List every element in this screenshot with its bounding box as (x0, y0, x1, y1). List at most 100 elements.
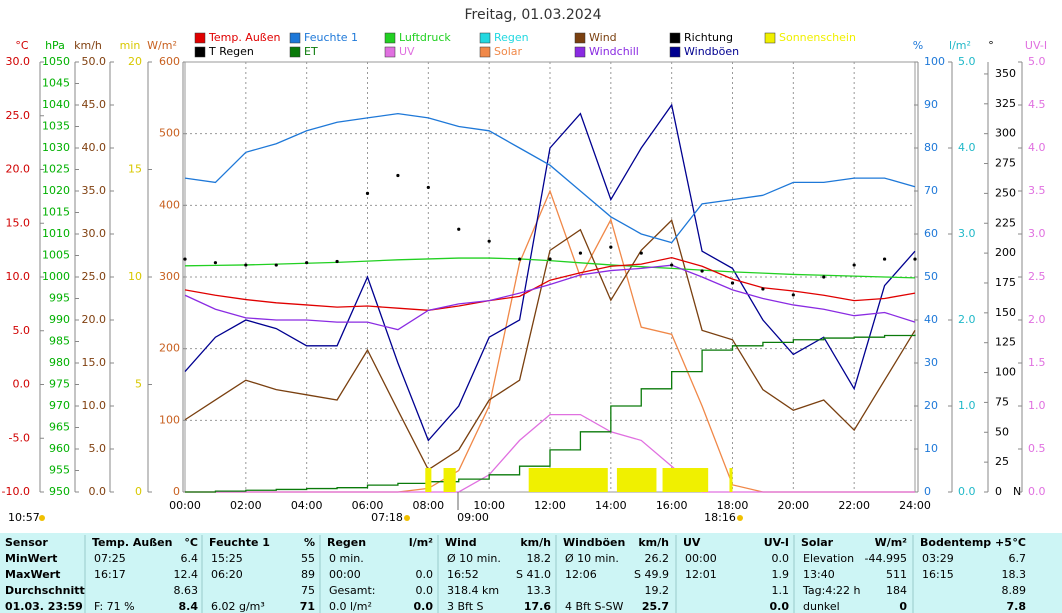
y-tick-label: 5.0 (89, 442, 107, 455)
x-tick-label: 00:00 (169, 499, 201, 512)
table-header: W/m² (875, 536, 908, 549)
table-cell: 4 Bft S-SW (565, 600, 623, 613)
y-tick-label: 25 (995, 455, 1009, 468)
y-tick-label: 1005 (42, 249, 70, 262)
y-tick-label: 200 (995, 246, 1016, 259)
y-tick-label: 30 (924, 356, 938, 369)
table-cell: 1.9 (772, 568, 790, 581)
y-tick-label: 0.5 (1028, 442, 1046, 455)
table-cell: 12:06 (565, 568, 597, 581)
table-header: Temp. Außen (92, 536, 172, 549)
table-header: UV (683, 536, 701, 549)
x-tick-label: 04:00 (291, 499, 323, 512)
table-background (0, 533, 1062, 613)
y-tick-label: 2.5 (1028, 270, 1046, 283)
y-tick-label: 100 (995, 366, 1016, 379)
direction-dot (700, 269, 704, 273)
x-tick-label: 20:00 (777, 499, 809, 512)
y-tick-label: 300 (159, 270, 180, 283)
table-cell: 6.4 (181, 552, 199, 565)
legend-label: ET (304, 45, 318, 58)
y-tick-label: 400 (159, 198, 180, 211)
y-tick-label: 600 (159, 55, 180, 68)
y-tick-label: 20.0 (82, 313, 107, 326)
table-cell: 13:40 (803, 568, 835, 581)
y-tick-label: 960 (49, 442, 70, 455)
y-tick-label: 1.0 (958, 399, 976, 412)
y-tick-label: 10.0 (82, 399, 107, 412)
table-header: °C (184, 536, 198, 549)
table-cell: S 41.0 (516, 568, 551, 581)
table-cell: Ø 10 min. (447, 552, 501, 565)
legend-swatch (289, 46, 301, 58)
y-tick-label: 60 (924, 227, 938, 240)
y-tick-label: 1050 (42, 55, 70, 68)
table-cell: 7.8 (1007, 600, 1027, 613)
direction-dot (244, 263, 248, 267)
direction-dot (791, 293, 795, 297)
table-cell: 18.3 (1002, 568, 1027, 581)
table-header: °C (1012, 536, 1026, 549)
y-tick-label: 1010 (42, 227, 70, 240)
y-tick-label: 970 (49, 399, 70, 412)
y-tick-label: 1040 (42, 98, 70, 111)
y-tick-label: 0.0 (89, 485, 107, 498)
y-tick-label: 30.0 (6, 55, 31, 68)
direction-dot (183, 257, 187, 261)
y-tick-label: 150 (995, 306, 1016, 319)
table-cell: 15:25 (211, 552, 243, 565)
table-cell: Ø 10 min. (565, 552, 619, 565)
table-cell: MaxWert (5, 568, 60, 581)
direction-dot (852, 263, 856, 267)
y-tick-label: 0.0 (958, 485, 976, 498)
table-cell: 0 (899, 600, 907, 613)
y-tick-label: 30.0 (82, 227, 107, 240)
table-cell: 17.6 (524, 600, 551, 613)
y-tick-label: 1030 (42, 141, 70, 154)
y-tick-label: 1025 (42, 163, 70, 176)
x-tick-label: 08:00 (412, 499, 444, 512)
direction-dot (305, 261, 309, 265)
table-cell: 03:29 (922, 552, 954, 565)
table-cell: 71 (300, 600, 315, 613)
y-tick-label: 15.0 (82, 356, 107, 369)
table-cell: 6.02 g/m³ (211, 600, 265, 613)
y-tick-label: 15 (128, 163, 142, 176)
y-tick-label: 2.0 (1028, 313, 1046, 326)
y-tick-label: 125 (995, 336, 1016, 349)
y-tick-label: 75 (995, 395, 1009, 408)
table-cell: 00:00 (329, 568, 361, 581)
table-cell: 3 Bft S (447, 600, 484, 613)
table-cell: 06:20 (211, 568, 243, 581)
y-tick-label: 0 (995, 485, 1002, 498)
y-tick-label: 90 (924, 98, 938, 111)
table-cell: 184 (886, 584, 907, 597)
y-tick-label: 4.5 (1028, 98, 1046, 111)
table-header: km/h (520, 536, 551, 549)
table-cell: S 49.9 (634, 568, 669, 581)
sunshine-bar (729, 468, 733, 492)
y-tick-label: 0.0 (1028, 485, 1046, 498)
direction-dot (639, 251, 643, 255)
y-tick-label: 80 (924, 141, 938, 154)
y-tick-label: 1015 (42, 206, 70, 219)
table-cell: 16:52 (447, 568, 479, 581)
y-tick-label: 20 (924, 399, 938, 412)
sunshine-bar (443, 468, 456, 492)
legend-label: Sonnenschein (779, 31, 856, 44)
y-tick-label: 995 (49, 292, 70, 305)
axis-unit: % (913, 39, 923, 52)
direction-dot (670, 263, 674, 267)
direction-dot (457, 227, 461, 231)
table-cell: 6.7 (1009, 552, 1027, 565)
table-header: km/h (638, 536, 669, 549)
series-line (185, 189, 915, 493)
direction-dot (609, 245, 613, 249)
y-tick-label: 3.5 (1028, 184, 1046, 197)
axis-unit: hPa (45, 39, 65, 52)
x-tick-label: 12:00 (534, 499, 566, 512)
y-tick-label: 40 (924, 313, 938, 326)
y-tick-label: 3.0 (958, 227, 976, 240)
